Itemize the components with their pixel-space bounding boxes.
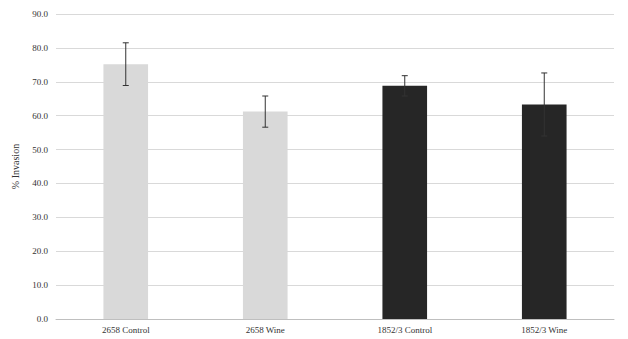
svg-text:1852/3 Control: 1852/3 Control — [377, 325, 432, 335]
svg-text:2658 Wine: 2658 Wine — [246, 325, 285, 335]
svg-text:40.0: 40.0 — [32, 178, 48, 188]
svg-text:% Invasion: % Invasion — [10, 144, 21, 189]
svg-text:70.0: 70.0 — [32, 77, 48, 87]
svg-text:60.0: 60.0 — [32, 111, 48, 121]
svg-text:50.0: 50.0 — [32, 145, 48, 155]
svg-text:20.0: 20.0 — [32, 246, 48, 256]
svg-text:90.0: 90.0 — [32, 9, 48, 19]
svg-text:80.0: 80.0 — [32, 43, 48, 53]
svg-text:0.0: 0.0 — [37, 314, 49, 324]
svg-text:30.0: 30.0 — [32, 212, 48, 222]
svg-text:1852/3 Wine: 1852/3 Wine — [521, 325, 567, 335]
svg-text:10.0: 10.0 — [32, 280, 48, 290]
svg-text:2658 Control: 2658 Control — [102, 325, 150, 335]
